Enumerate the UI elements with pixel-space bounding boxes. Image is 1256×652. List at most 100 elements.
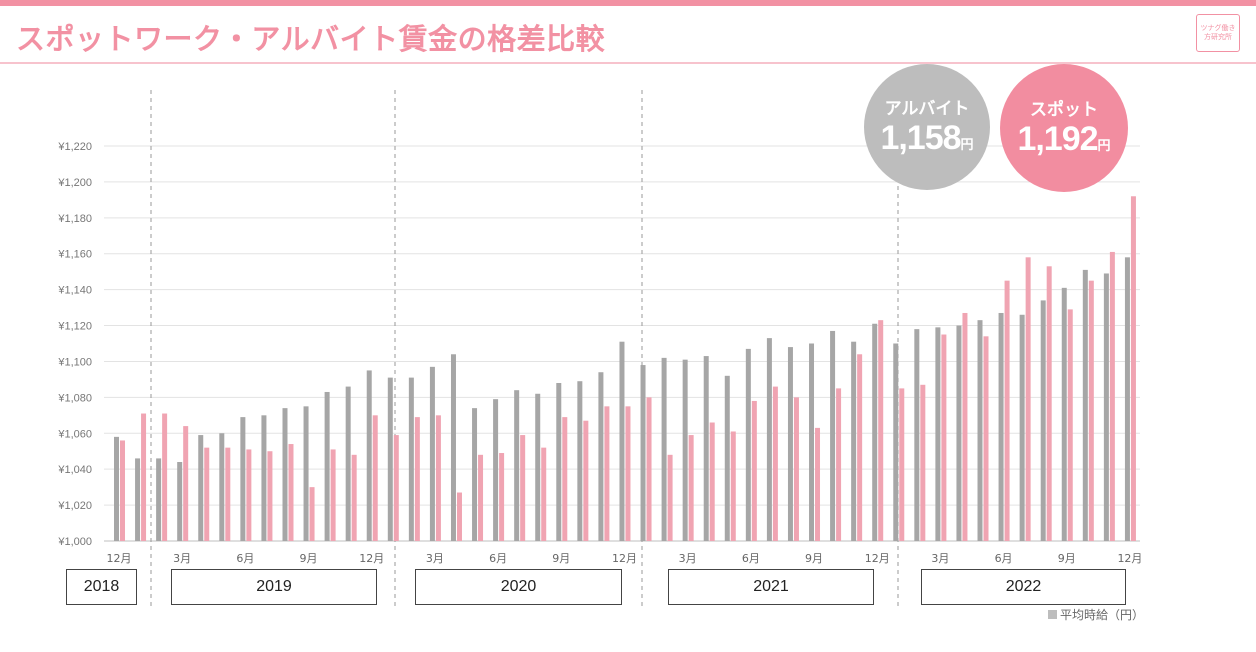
bar-arubaito <box>240 417 246 541</box>
bar-spot <box>204 447 210 541</box>
bar-spot <box>246 449 252 541</box>
bar-arubaito <box>766 338 772 541</box>
bar-spot <box>730 431 736 541</box>
y-tick-label: ¥1,220 <box>57 141 92 153</box>
bar-arubaito <box>1061 287 1067 541</box>
x-tick-label: 3月 <box>679 552 697 565</box>
bar-arubaito <box>177 462 183 541</box>
bar-arubaito <box>598 372 604 541</box>
bar-arubaito <box>830 330 836 541</box>
y-tick-label: ¥1,020 <box>57 500 92 512</box>
bar-spot <box>667 454 673 541</box>
bar-arubaito <box>514 390 520 541</box>
x-tick-label: 9月 <box>805 552 823 565</box>
arubaito-bubble-label: アルバイト <box>884 98 970 118</box>
bar-arubaito <box>387 377 393 541</box>
bar-arubaito <box>156 458 162 541</box>
bar-arubaito <box>366 370 372 541</box>
y-tick-label: ¥1,120 <box>57 321 92 333</box>
bar-spot <box>1067 309 1073 541</box>
spot-bubble-unit: 円 <box>1097 137 1111 153</box>
y-tick-label: ¥1,000 <box>57 536 92 548</box>
bar-spot <box>162 413 168 541</box>
bar-spot <box>772 386 778 541</box>
bar-arubaito <box>661 357 667 541</box>
bar-arubaito <box>493 399 499 541</box>
bar-arubaito <box>1124 257 1130 541</box>
bar-arubaito <box>851 341 857 541</box>
year-label-2022: 2022 <box>921 569 1126 605</box>
bar-spot <box>520 435 526 541</box>
arubaito-bubble-unit: 円 <box>960 136 974 152</box>
bar-arubaito <box>535 393 541 541</box>
arubaito-bubble-value: 1,158 <box>880 118 961 157</box>
bar-arubaito <box>872 323 878 541</box>
bar-arubaito <box>282 408 288 541</box>
bar-arubaito <box>640 365 646 541</box>
x-tick-label: 3月 <box>931 552 949 565</box>
bar-spot <box>541 447 547 541</box>
bar-spot <box>478 454 484 541</box>
bar-arubaito <box>345 386 351 541</box>
x-tick-label: 12月 <box>107 552 132 565</box>
y-tick-label: ¥1,180 <box>57 213 92 225</box>
bar-arubaito <box>219 433 225 541</box>
bar-arubaito <box>1019 314 1025 541</box>
bar-arubaito <box>745 348 751 541</box>
bar-spot <box>330 449 336 541</box>
bar-arubaito <box>1040 300 1046 541</box>
bar-spot <box>351 454 357 541</box>
x-tick-label: 6月 <box>742 552 760 565</box>
bar-spot <box>646 397 652 541</box>
bar-arubaito <box>914 329 920 541</box>
bar-arubaito <box>977 320 983 541</box>
bar-spot <box>288 444 294 541</box>
bar-spot <box>456 492 462 541</box>
bar-spot <box>1004 280 1010 541</box>
x-tick-label: 6月 <box>236 552 254 565</box>
bar-spot <box>435 415 441 541</box>
x-tick-label: 12月 <box>612 552 637 565</box>
bar-spot <box>709 422 715 541</box>
bar-spot <box>1046 266 1052 541</box>
bar-spot <box>583 420 589 541</box>
bar-spot <box>183 426 189 541</box>
bar-arubaito <box>1082 269 1088 541</box>
bar-spot <box>141 413 147 541</box>
title-divider <box>0 62 1256 64</box>
bar-spot <box>562 417 568 541</box>
bar-arubaito <box>998 312 1004 541</box>
y-tick-label: ¥1,100 <box>57 356 92 368</box>
bar-spot <box>941 334 947 541</box>
bar-arubaito <box>787 347 793 541</box>
bar-arubaito <box>198 435 204 541</box>
spot-average-bubble: スポット 1,192円 <box>1000 64 1128 192</box>
year-label-2019: 2019 <box>171 569 377 605</box>
bar-spot <box>267 451 273 541</box>
bar-arubaito <box>703 356 709 541</box>
bar-spot <box>604 406 610 541</box>
bar-arubaito <box>324 391 330 541</box>
bar-spot <box>751 400 757 541</box>
bar-spot <box>120 440 125 541</box>
bar-spot <box>309 487 315 541</box>
x-tick-label: 9月 <box>1058 552 1076 565</box>
bar-arubaito <box>682 359 688 541</box>
x-tick-label: 6月 <box>995 552 1013 565</box>
x-tick-label: 12月 <box>359 552 384 565</box>
bar-arubaito <box>577 381 583 541</box>
year-label-2020: 2020 <box>415 569 622 605</box>
bar-spot <box>815 427 821 541</box>
bar-arubaito <box>724 375 730 541</box>
note-swatch <box>1048 610 1057 619</box>
top-accent-bar <box>0 0 1256 6</box>
y-tick-label: ¥1,080 <box>57 392 92 404</box>
bar-spot <box>625 406 631 541</box>
y-tick-label: ¥1,040 <box>57 464 92 476</box>
note-text: 平均時給（円） <box>1060 608 1145 622</box>
year-label-2018: 2018 <box>66 569 137 605</box>
logo-text: ツナグ働き方研究所 <box>1200 24 1236 41</box>
bar-arubaito <box>956 325 962 541</box>
bar-arubaito <box>429 366 435 541</box>
